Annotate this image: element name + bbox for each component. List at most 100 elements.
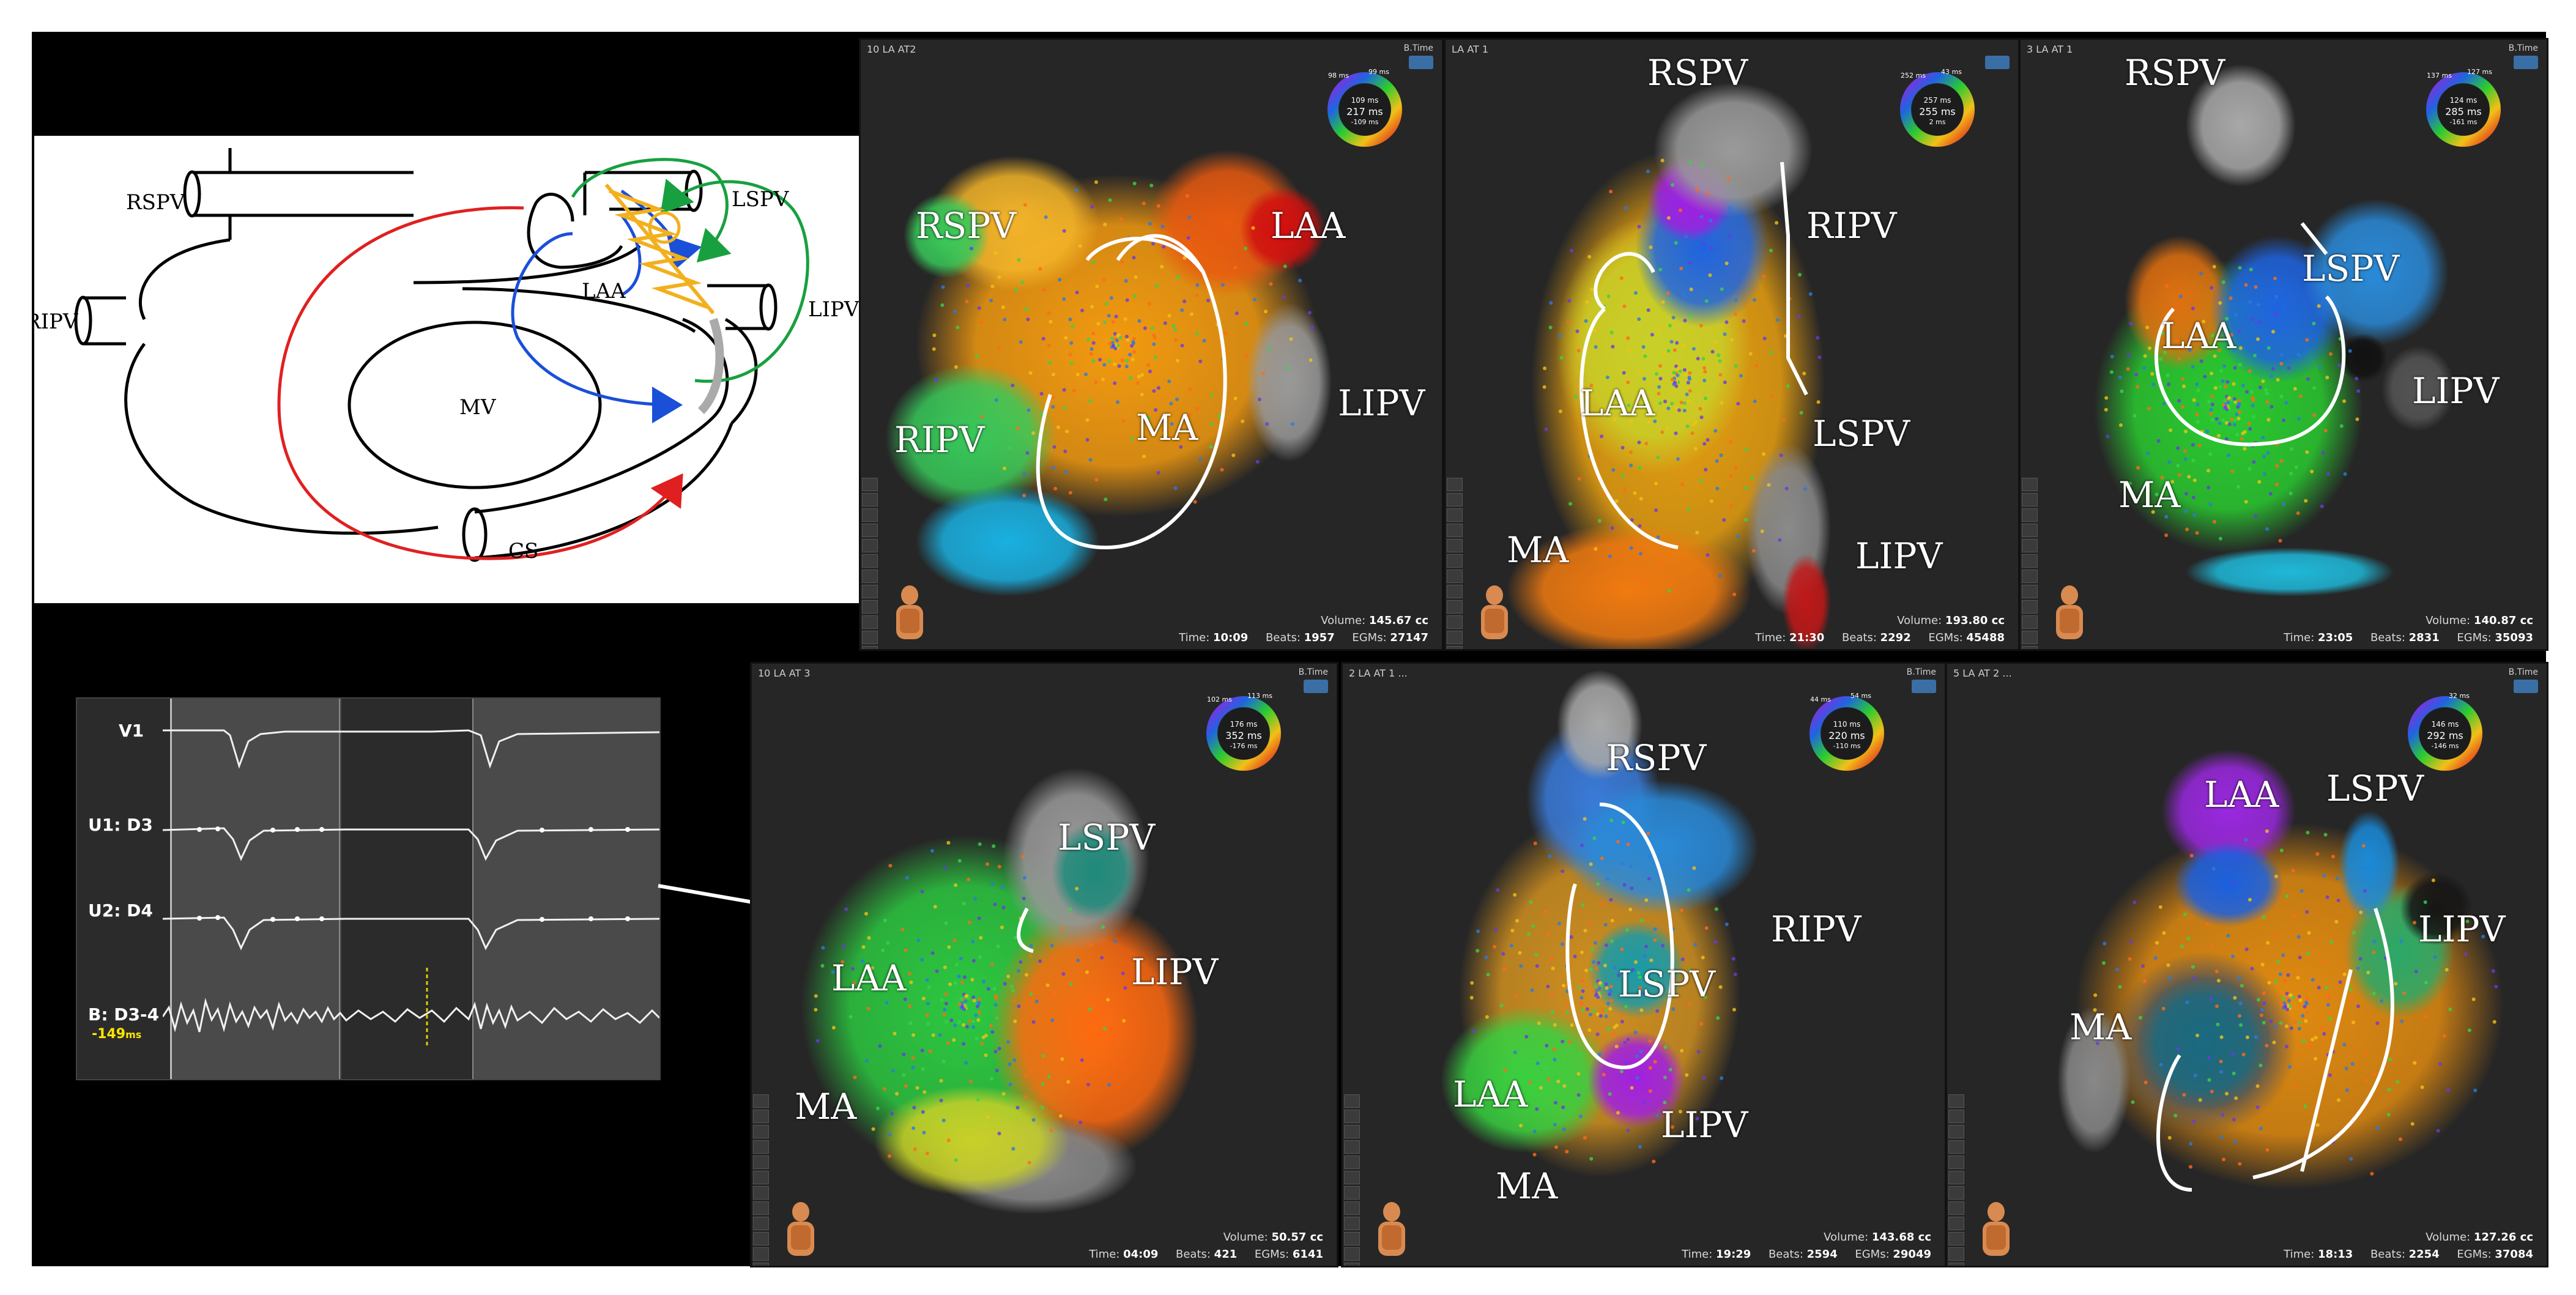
session-stats: Time: 19:29 Beats: 2594 EGMs: 29049 bbox=[1682, 1248, 1931, 1261]
schematic-label-rspv: RSPV bbox=[126, 190, 186, 215]
view-toolbar-button[interactable] bbox=[1344, 1094, 1360, 1108]
btime-label[interactable]: B.Time bbox=[2508, 43, 2538, 53]
view-toolbar-button[interactable] bbox=[862, 493, 878, 506]
view-toolbar-button[interactable] bbox=[1447, 570, 1463, 583]
view-toolbar-button[interactable] bbox=[1344, 1217, 1360, 1230]
view-toolbar-button[interactable] bbox=[1447, 600, 1463, 614]
view-toolbar-button[interactable] bbox=[2022, 615, 2038, 629]
view-toolbar-button[interactable] bbox=[862, 570, 878, 583]
display-mode-icon[interactable] bbox=[1409, 56, 1433, 69]
view-toolbar-button[interactable] bbox=[1344, 1156, 1360, 1169]
view-toolbar-button[interactable] bbox=[753, 1171, 769, 1184]
view-toolbar-button[interactable] bbox=[1948, 1094, 1964, 1108]
view-toolbar[interactable] bbox=[753, 1094, 769, 1266]
btime-label[interactable]: B.Time bbox=[1298, 667, 1328, 677]
egm-traces-panel: V1 U1: D3 U2: D4 B: D3-4 -149ms bbox=[76, 697, 661, 1080]
view-toolbar-button[interactable] bbox=[1447, 478, 1463, 491]
display-mode-icon[interactable] bbox=[1912, 680, 1936, 693]
wheel-value-topleft: 44 ms bbox=[1810, 696, 1831, 703]
panel-title: 5 LA AT 2 ... bbox=[1953, 667, 2012, 679]
view-toolbar-button[interactable] bbox=[1948, 1247, 1964, 1261]
anatomy-label-lspv: LSPV bbox=[2302, 248, 2400, 289]
view-toolbar-button[interactable] bbox=[753, 1094, 769, 1108]
view-toolbar-button[interactable] bbox=[1948, 1232, 1964, 1245]
display-mode-icon[interactable] bbox=[2514, 56, 2538, 69]
view-toolbar-button[interactable] bbox=[1447, 493, 1463, 506]
view-toolbar-button[interactable] bbox=[862, 478, 878, 491]
view-toolbar-button[interactable] bbox=[1447, 646, 1463, 649]
view-toolbar-button[interactable] bbox=[2022, 570, 2038, 583]
map-panel-6: 5 LA AT 2 ... B.Time 146 ms 292 ms -146 ms 3… bbox=[1945, 662, 2548, 1267]
view-toolbar-button[interactable] bbox=[862, 585, 878, 598]
view-toolbar-button[interactable] bbox=[862, 646, 878, 649]
view-toolbar-button[interactable] bbox=[1447, 524, 1463, 537]
view-toolbar-button[interactable] bbox=[1344, 1232, 1360, 1245]
activation-map bbox=[1507, 83, 1831, 649]
view-toolbar-button[interactable] bbox=[2022, 493, 2038, 506]
display-mode-icon[interactable] bbox=[1304, 680, 1328, 693]
view-toolbar-button[interactable] bbox=[1948, 1171, 1964, 1184]
view-toolbar-button[interactable] bbox=[862, 600, 878, 614]
view-toolbar[interactable] bbox=[1948, 1094, 1964, 1266]
view-toolbar-button[interactable] bbox=[862, 631, 878, 644]
view-toolbar-button[interactable] bbox=[1948, 1125, 1964, 1138]
display-mode-icon[interactable] bbox=[2514, 680, 2538, 693]
view-toolbar-button[interactable] bbox=[1344, 1186, 1360, 1200]
view-toolbar-button[interactable] bbox=[1948, 1140, 1964, 1154]
view-toolbar-button[interactable] bbox=[2022, 646, 2038, 649]
view-toolbar-button[interactable] bbox=[862, 508, 878, 522]
view-toolbar-button[interactable] bbox=[2022, 524, 2038, 537]
view-toolbar-button[interactable] bbox=[1344, 1110, 1360, 1123]
btime-label[interactable]: B.Time bbox=[1403, 43, 1433, 53]
view-toolbar-button[interactable] bbox=[2022, 478, 2038, 491]
view-toolbar-button[interactable] bbox=[753, 1232, 769, 1245]
anatomy-label-lipv: LIPV bbox=[1131, 951, 1219, 993]
view-toolbar-button[interactable] bbox=[862, 539, 878, 552]
view-toolbar-button[interactable] bbox=[1948, 1217, 1964, 1230]
view-toolbar-button[interactable] bbox=[1344, 1171, 1360, 1184]
view-toolbar-button[interactable] bbox=[1447, 539, 1463, 552]
view-toolbar[interactable] bbox=[1447, 478, 1463, 649]
view-toolbar-button[interactable] bbox=[2022, 539, 2038, 552]
view-toolbar-button[interactable] bbox=[2022, 554, 2038, 568]
view-toolbar-button[interactable] bbox=[753, 1263, 769, 1266]
view-toolbar-button[interactable] bbox=[1948, 1186, 1964, 1200]
view-toolbar-button[interactable] bbox=[2022, 585, 2038, 598]
view-toolbar-button[interactable] bbox=[753, 1201, 769, 1215]
view-toolbar-button[interactable] bbox=[1344, 1140, 1360, 1154]
view-toolbar-button[interactable] bbox=[1344, 1125, 1360, 1138]
view-toolbar-button[interactable] bbox=[1447, 615, 1463, 629]
btime-label[interactable]: B.Time bbox=[2508, 667, 2538, 677]
view-toolbar-button[interactable] bbox=[753, 1140, 769, 1154]
view-toolbar-button[interactable] bbox=[1447, 585, 1463, 598]
view-toolbar-button[interactable] bbox=[753, 1156, 769, 1169]
view-toolbar-button[interactable] bbox=[862, 554, 878, 568]
view-toolbar-button[interactable] bbox=[753, 1110, 769, 1123]
anatomy-label-ma: MA bbox=[2118, 474, 2181, 516]
btime-label[interactable]: B.Time bbox=[1906, 667, 1936, 677]
view-toolbar-button[interactable] bbox=[862, 615, 878, 629]
wheel-value-center: 352 ms bbox=[1225, 730, 1262, 741]
view-toolbar[interactable] bbox=[2022, 478, 2038, 649]
view-toolbar-button[interactable] bbox=[1948, 1263, 1964, 1266]
view-toolbar-button[interactable] bbox=[753, 1247, 769, 1261]
view-toolbar-button[interactable] bbox=[2022, 508, 2038, 522]
view-toolbar-button[interactable] bbox=[2022, 600, 2038, 614]
view-toolbar-button[interactable] bbox=[1447, 508, 1463, 522]
view-toolbar[interactable] bbox=[862, 478, 878, 649]
view-toolbar-button[interactable] bbox=[753, 1217, 769, 1230]
view-toolbar-button[interactable] bbox=[2022, 631, 2038, 644]
view-toolbar-button[interactable] bbox=[862, 524, 878, 537]
view-toolbar-button[interactable] bbox=[753, 1186, 769, 1200]
view-toolbar-button[interactable] bbox=[1344, 1263, 1360, 1266]
view-toolbar-button[interactable] bbox=[1344, 1201, 1360, 1215]
view-toolbar-button[interactable] bbox=[1447, 631, 1463, 644]
display-mode-icon[interactable] bbox=[1985, 56, 2010, 69]
view-toolbar-button[interactable] bbox=[1344, 1247, 1360, 1261]
view-toolbar-button[interactable] bbox=[1948, 1110, 1964, 1123]
view-toolbar-button[interactable] bbox=[1447, 554, 1463, 568]
view-toolbar-button[interactable] bbox=[1948, 1156, 1964, 1169]
view-toolbar-button[interactable] bbox=[1948, 1201, 1964, 1215]
view-toolbar[interactable] bbox=[1344, 1094, 1360, 1266]
view-toolbar-button[interactable] bbox=[753, 1125, 769, 1138]
